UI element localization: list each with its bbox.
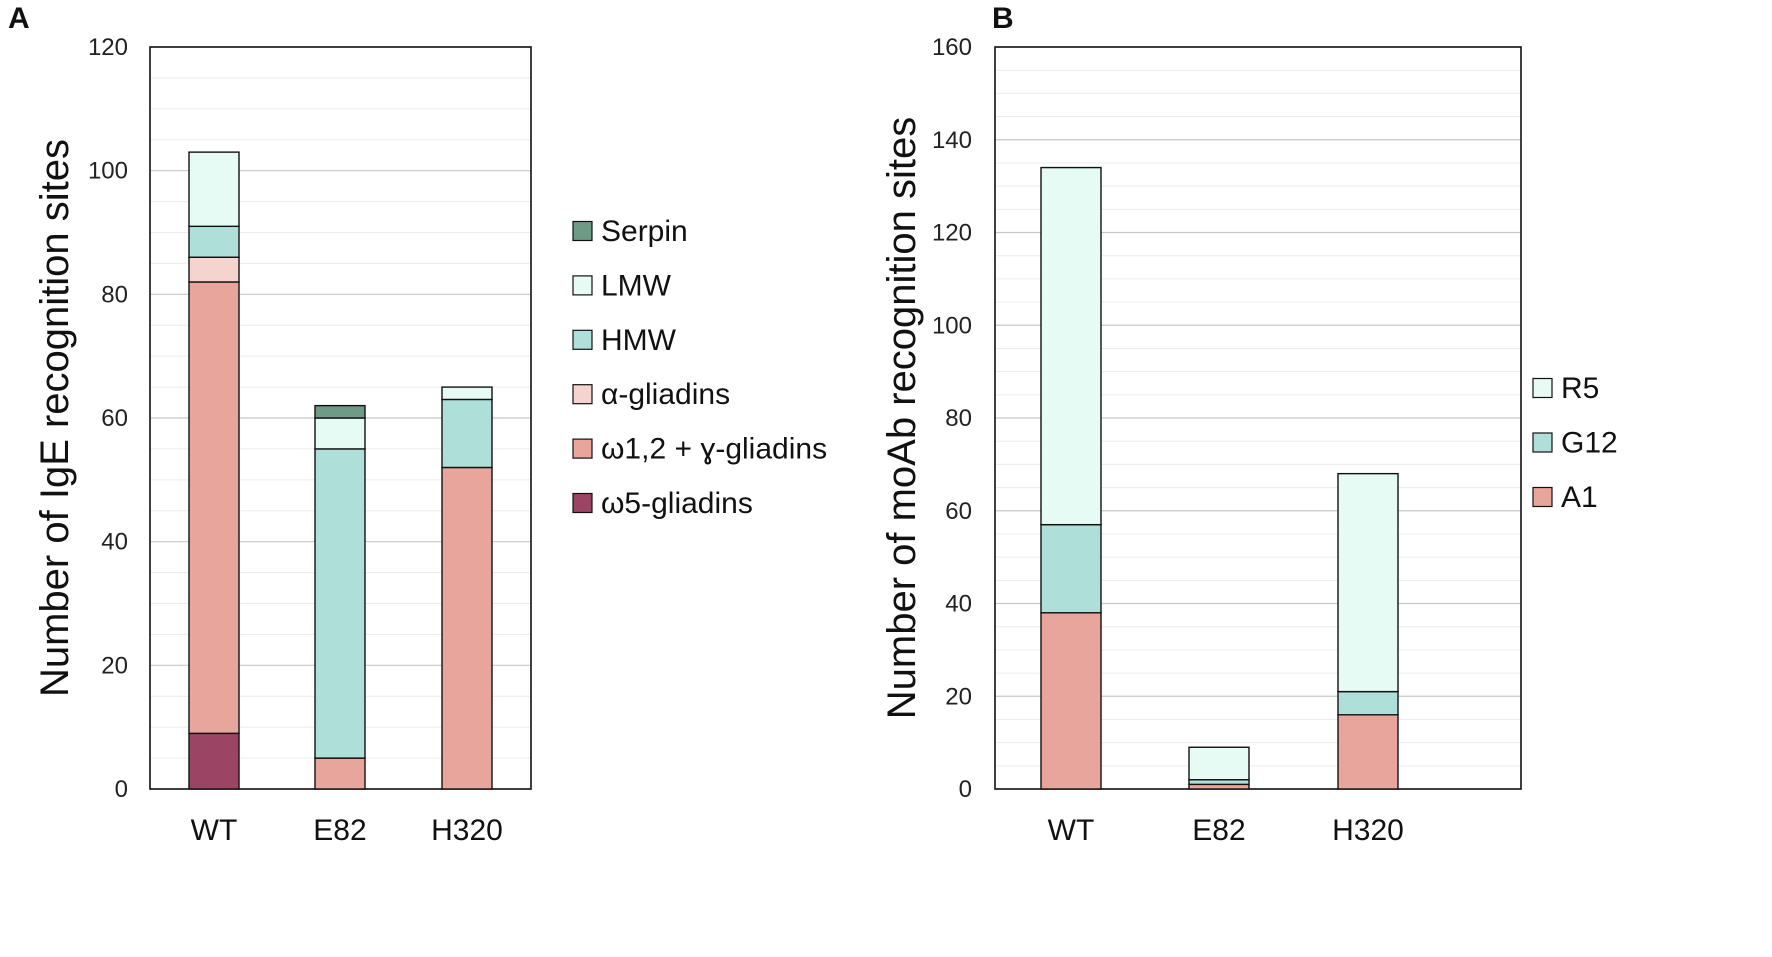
panel-a-legend-swatch-1-2-gliadins: [572, 438, 593, 459]
panel-b-legend-swatch-a1: [1532, 486, 1553, 508]
panel-a-bar-e82-serpin: [314, 404, 366, 419]
panel-a-letter: A: [8, 2, 30, 35]
panel-b-x-category-label: E82: [1192, 814, 1245, 847]
panel-a-y-tick-label: 60: [101, 405, 128, 432]
panel-b-legend-label: R5: [1561, 372, 1599, 405]
panel-a-y-tick-label: 0: [115, 776, 128, 803]
panel-a-legend-swatch-5-gliadins: [572, 492, 593, 514]
panel-a-legend-label: Serpin: [601, 215, 688, 248]
panel-a-x-category-label: E82: [313, 814, 366, 847]
panel-a-bar-wt-lmw: [188, 151, 240, 228]
panel-b-y-tick-label: 160: [932, 34, 972, 61]
panel-a-bar-h320-1-2-gliadins: [441, 466, 493, 790]
panel-b-bar-e82-r5: [1188, 746, 1250, 781]
panel-a-legend-label: HMW: [601, 324, 677, 357]
panel-a-bar-wt-gliadins: [188, 256, 240, 283]
panel-a-y-tick-label: 120: [88, 34, 128, 61]
panel-a-bar-wt-hmw: [188, 225, 240, 258]
panel-a-legend-label: LMW: [601, 269, 672, 302]
panel-b-x-category-label: WT: [1048, 814, 1095, 847]
panel-a-legend-label: ω5-gliadins: [601, 487, 753, 520]
panel-b-y-tick-label: 20: [945, 683, 972, 710]
panel-b-letter: B: [992, 2, 1014, 35]
panel-b-y-tick-label: 0: [959, 776, 972, 803]
panel-a-bar-wt-1-2-gliadins: [188, 281, 240, 735]
chart-panel-b: 0 20 40 60 80 100 120 140 160 WT E82 H320 Number of …: [880, 34, 1618, 847]
panel-b-legend: R5 G12 A1: [1532, 372, 1618, 514]
panel-b-bar-h320-a1: [1337, 714, 1399, 790]
panel-b-x-category-label: H320: [1332, 814, 1404, 847]
panel-b-legend-label: G12: [1561, 427, 1618, 460]
panel-a-y-tick-label: 80: [101, 281, 128, 308]
panel-a-bar-e82-hmw: [314, 448, 366, 759]
panel-a-legend-swatch-hmw: [572, 329, 593, 350]
panel-b-y-tick-label: 80: [945, 405, 972, 432]
panel-b-bar-h320-r5: [1337, 472, 1399, 693]
panel-b-legend-swatch-r5: [1532, 377, 1553, 399]
panel-a-legend-swatch-lmw: [572, 275, 593, 296]
panel-b-y-tick-label: 100: [932, 312, 972, 339]
chart-panel-a: 0 20 40 60 80 100 120 WT E82 H320 Number of IgE re…: [33, 34, 827, 847]
panel-b-y-tick-label: 60: [945, 498, 972, 525]
panel-b-legend-swatch-g12: [1532, 432, 1553, 453]
panel-a-legend-swatch-serpin: [572, 220, 593, 242]
panel-a-bar-wt-5-gliadins: [188, 732, 240, 790]
panel-a-legend: Serpin LMW HMW α-gliadins ω1,2 + ɣ-gliadins ω…: [572, 215, 827, 520]
panel-b-y-tick-label: 120: [932, 220, 972, 247]
panel-b-bar-wt-r5: [1040, 166, 1102, 526]
panel-a-y-tick-label: 40: [101, 529, 128, 556]
panel-a-legend-label: ω1,2 + ɣ-gliadins: [601, 433, 827, 466]
panel-a-y-tick-label: 100: [88, 158, 128, 185]
panel-a-x-category-label: H320: [431, 814, 503, 847]
panel-a-bar-e82-lmw: [314, 417, 366, 450]
panel-b-legend-label: A1: [1561, 481, 1598, 514]
panel-a-bar-h320-lmw: [441, 386, 493, 401]
panel-a-x-category-label: WT: [191, 814, 238, 847]
panel-a-legend-swatch-gliadins: [572, 384, 593, 405]
panel-b-y-axis-title: Number of moAb recognition sites: [880, 117, 924, 720]
panel-a-legend-label: α-gliadins: [601, 378, 730, 411]
panel-a-bar-e82-1-2-gliadins: [314, 757, 366, 790]
panel-b-y-tick-label: 40: [945, 591, 972, 618]
panel-a-y-axis-title: Number of IgE recognition sites: [33, 139, 77, 697]
panel-a-bar-h320-hmw: [441, 398, 493, 469]
panel-b-bar-wt-g12: [1040, 523, 1102, 614]
panel-b-plot-frame: [994, 46, 1522, 790]
panel-b-bar-wt-a1: [1040, 612, 1102, 790]
panel-b-bar-h320-g12: [1337, 690, 1399, 716]
panel-a-y-tick-label: 20: [101, 652, 128, 679]
panel-b-y-tick-label: 140: [932, 127, 972, 154]
